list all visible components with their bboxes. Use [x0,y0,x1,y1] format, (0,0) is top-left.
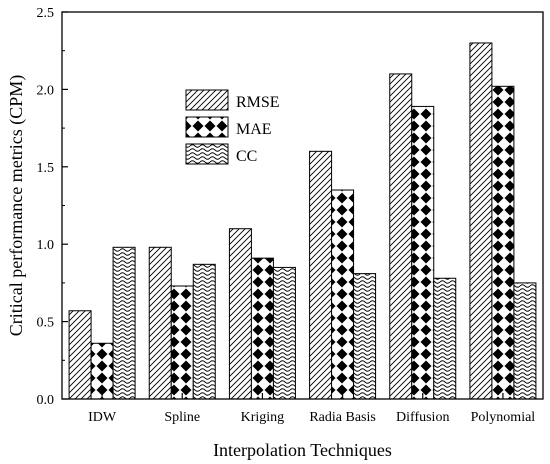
y-tick-label: 2.5 [37,6,55,21]
legend: RMSE MAE CC [185,89,280,165]
bar-mae-kriging [250,257,274,400]
bar-rmse-idw [68,310,92,400]
legend-label-cc: CC [236,148,257,165]
bar-rmse-kriging [228,228,252,400]
bar-rmse-spline [148,246,172,400]
bar-cc-diffusion [433,277,457,400]
y-tick-label: 0.0 [37,393,55,408]
bar-cc-spline [192,263,216,400]
y-axis-title: Critical performance metrics (CPM) [6,75,27,336]
bar-mae-diffusion [411,105,435,400]
bar-cc-idw [112,246,136,400]
bar-rmse-polynomial [469,42,493,400]
bar-cc-polynomial [513,282,537,400]
plot-frame [61,11,544,400]
legend-swatch-cc [185,143,229,165]
bar-mae-idw [90,342,114,400]
bars-layer [68,42,537,400]
x-tick-label: Spline [164,410,200,425]
bar-cc-radia-basis [353,273,377,400]
y-tick-label: 1.5 [37,161,55,176]
x-tick-label: IDW [88,410,117,425]
legend-swatch-mae [185,116,229,138]
x-tick-label: Kriging [241,410,285,425]
bar-mae-spline [170,285,194,400]
legend-swatch-rmse [185,89,229,111]
legend-label-rmse: RMSE [236,94,280,111]
y-tick-label: 2.0 [37,83,55,98]
x-axis-ticks: IDW Spline Kriging Radia Basis Diffusion Poly… [88,393,535,425]
y-tick-label: 0.5 [37,316,55,331]
bar-rmse-diffusion [389,73,413,400]
y-axis-ticks: 0.0 0.5 1.0 1.5 2.0 2.5 [37,6,68,408]
x-axis-title: Interpolation Techniques [213,440,392,460]
bar-cc-kriging [272,266,296,400]
legend-label-mae: MAE [236,121,272,138]
bar-mae-radia-basis [331,189,355,400]
x-tick-label: Radia Basis [309,410,376,425]
y-tick-label: 1.0 [37,238,55,253]
x-tick-label: Polynomial [471,410,536,425]
bar-mae-polynomial [491,85,515,400]
bar-rmse-radia-basis [309,150,333,400]
x-tick-label: Diffusion [396,410,449,425]
